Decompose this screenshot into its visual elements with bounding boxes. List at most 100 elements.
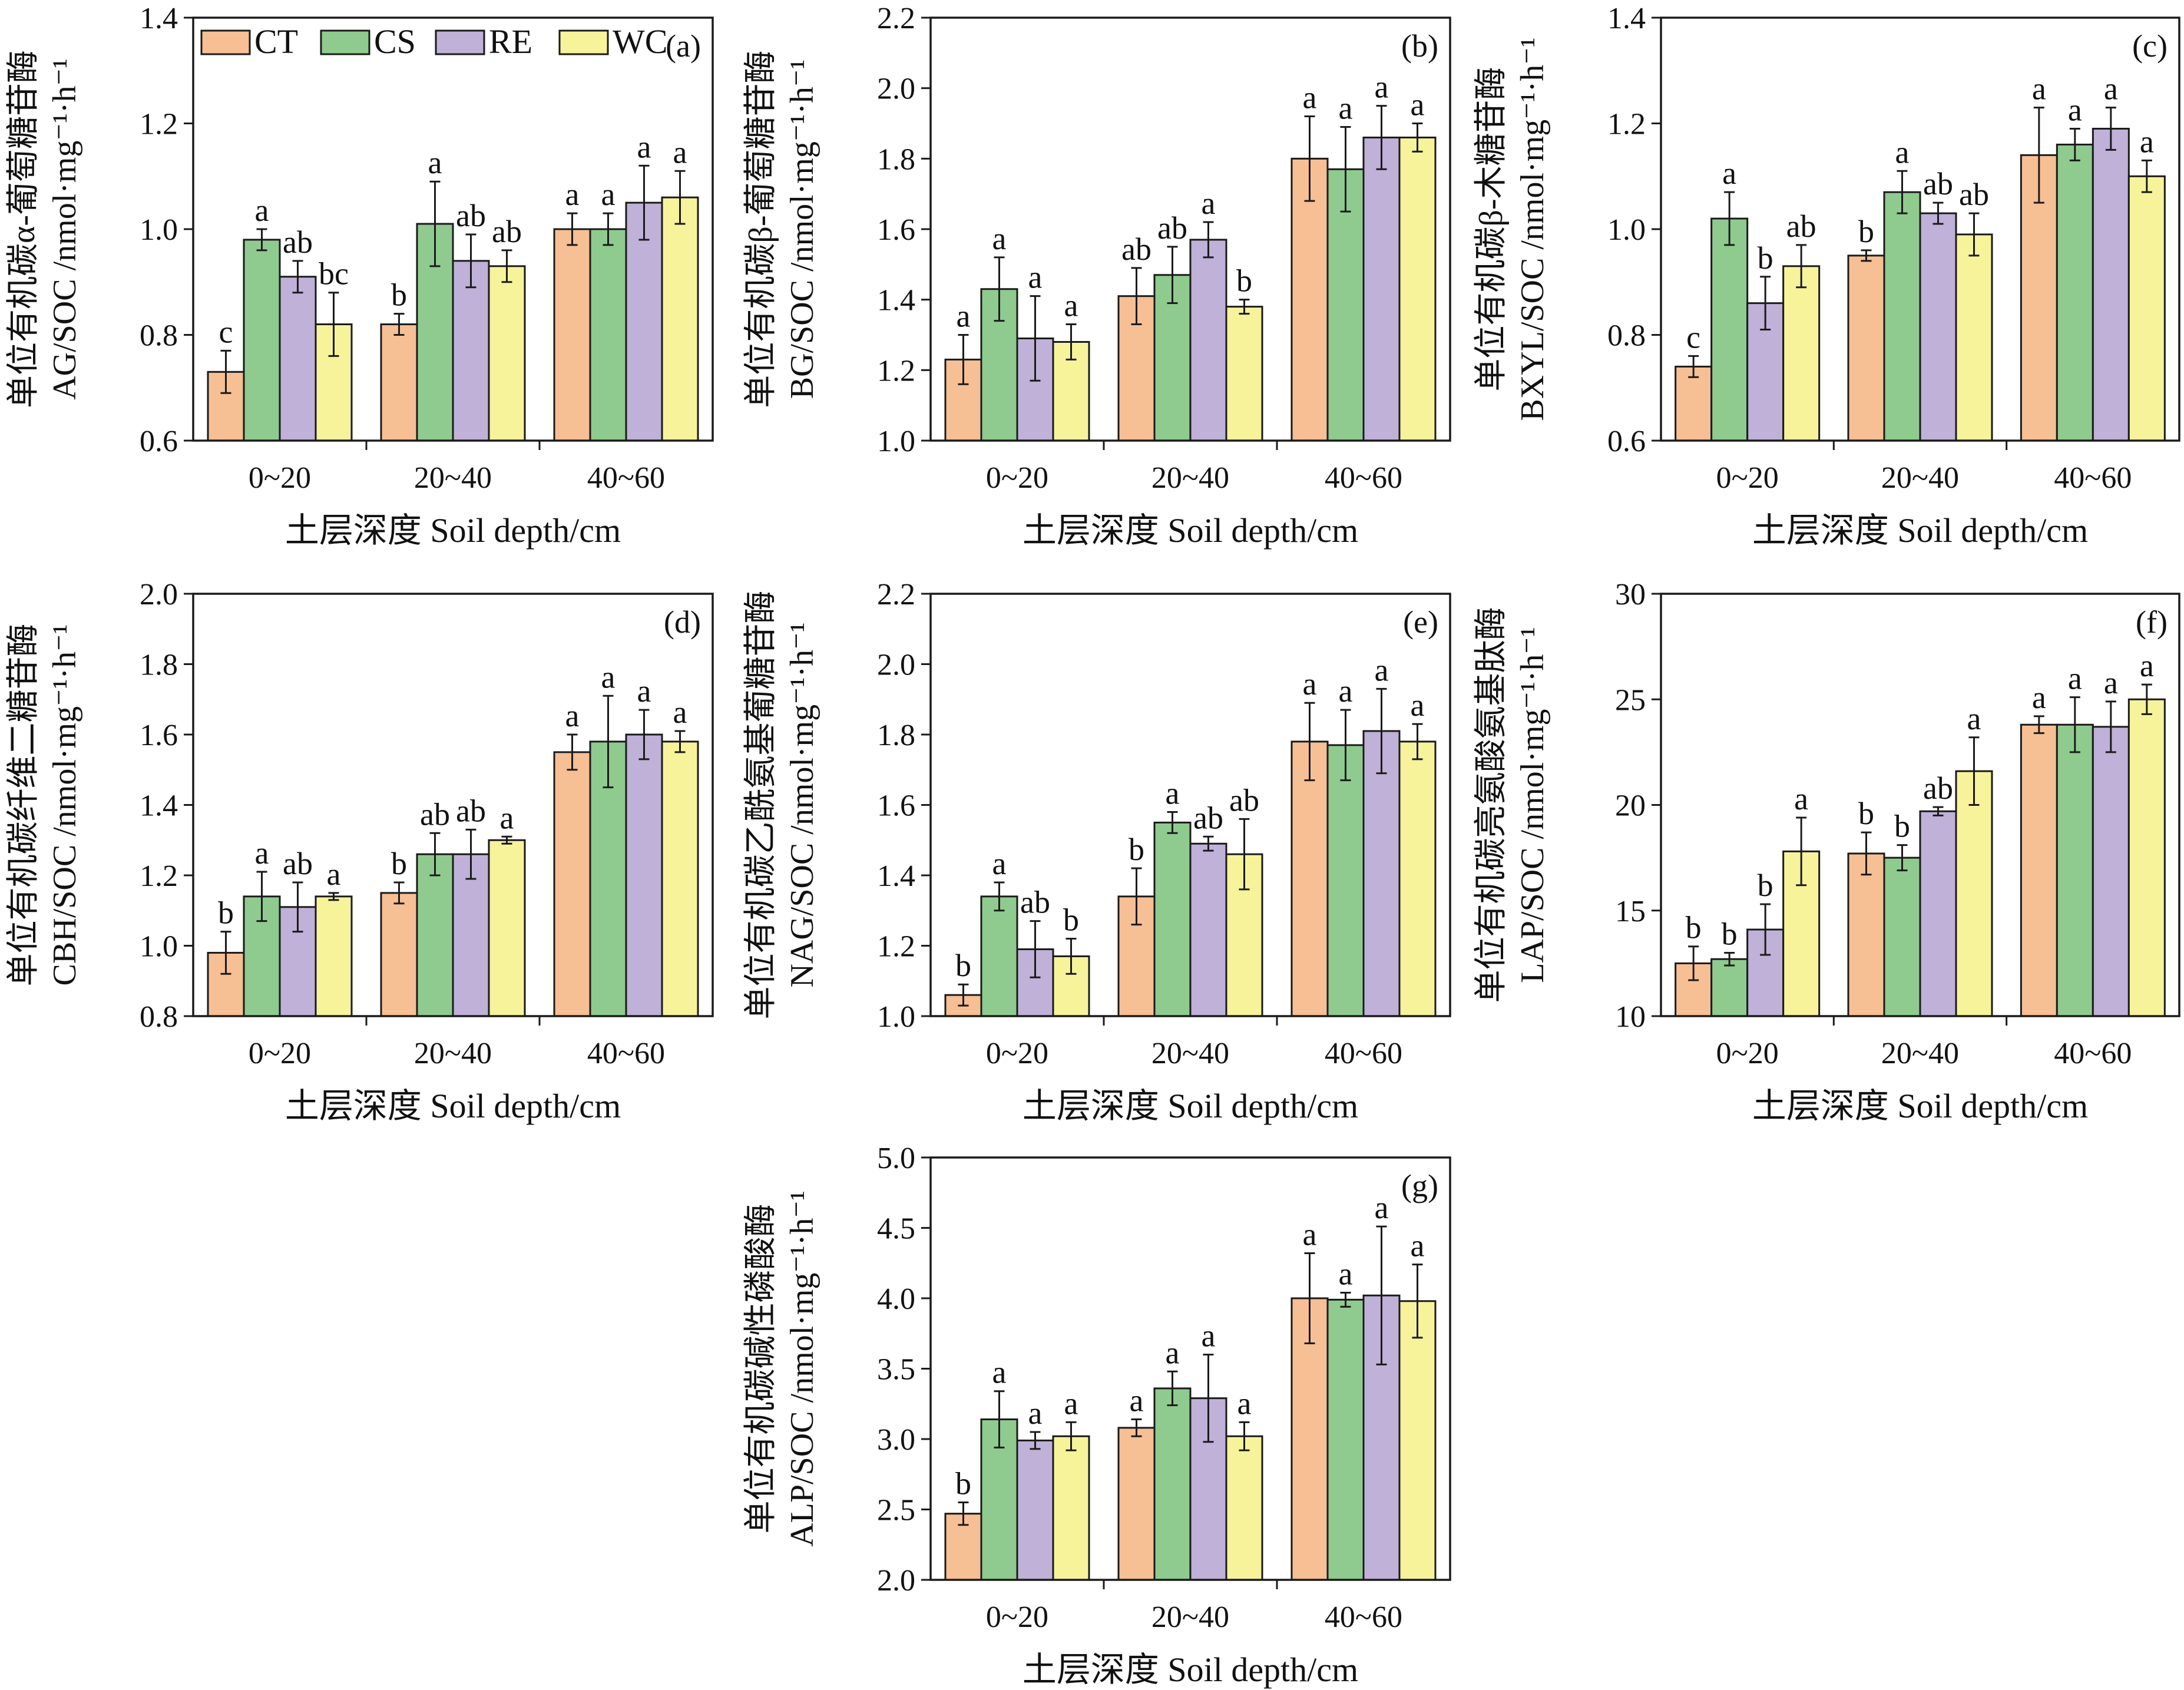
significance-label: a	[327, 856, 341, 892]
bar-CS-20~40	[1883, 191, 1921, 442]
y-tick-label: 4.5	[877, 1212, 915, 1246]
legend-label-WC: WC	[613, 22, 667, 61]
x-tick-label: 40~60	[2054, 461, 2132, 495]
bar-RE-20~40	[1919, 810, 1957, 1017]
y-tick-label: 0.8	[140, 319, 178, 353]
x-tick-label: 40~60	[1325, 1037, 1402, 1070]
panel-label: (g)	[1401, 1168, 1438, 1203]
significance-label: ab	[1923, 166, 1953, 201]
y-tick-label: 1.4	[140, 789, 178, 823]
y-tick-label: 2.2	[877, 578, 915, 611]
significance-label: a	[2104, 665, 2118, 700]
y-tick-label: 3.0	[877, 1423, 915, 1457]
significance-label: a	[1064, 1385, 1078, 1421]
bar-WC-40~60	[661, 740, 699, 1017]
bar-CS-20~40	[1153, 821, 1192, 1017]
x-tick-label: 0~20	[986, 461, 1048, 495]
y-axis-title-cn: 单位有机碳纤维二糖苷酶	[5, 624, 42, 987]
plot-frame	[192, 16, 714, 442]
bar-WC-40~60	[2127, 698, 2166, 1017]
significance-label: a	[1202, 1318, 1216, 1354]
significance-label: a	[601, 659, 616, 694]
significance-label: ab	[1229, 782, 1259, 818]
significance-label: b	[1858, 796, 1874, 831]
y-axis-title-en: BXYL/SOC /nmol·mg⁻¹·h⁻¹	[1514, 37, 1551, 421]
bar-WC-20~40	[488, 265, 526, 442]
y-tick-label: 4.0	[877, 1282, 915, 1316]
bar-RE-40~60	[2092, 726, 2130, 1017]
y-axis-title-en: NAG/SOC /nmol·mg⁻¹·h⁻¹	[784, 622, 820, 987]
plot-frame	[192, 593, 714, 1017]
significance-label: ab	[1959, 177, 1989, 212]
significance-label: a	[637, 129, 651, 164]
legend-swatch-CS	[320, 29, 370, 55]
x-tick-label: 40~60	[2054, 1037, 2132, 1070]
bar-RE-20~40	[452, 260, 490, 442]
significance-label: ab	[1923, 770, 1953, 806]
y-tick-label: 5.0	[877, 1142, 915, 1175]
bar-CS-40~60	[2056, 723, 2094, 1017]
significance-label: a	[1237, 1385, 1252, 1421]
x-axis-title: 土层深度 Soil depth/cm	[1752, 1087, 2088, 1125]
significance-label: a	[1166, 775, 1180, 811]
y-tick-label: 1.8	[877, 719, 915, 752]
significance-label: ab	[492, 214, 522, 249]
bar-CS-0~20	[1710, 958, 1749, 1017]
y-tick-label: 1.2	[877, 930, 915, 964]
significance-label: ab	[1121, 231, 1151, 267]
significance-label: a	[1064, 288, 1078, 323]
y-axis-title-cn: 单位有机碳β-葡萄糖苷酶	[743, 50, 779, 408]
significance-label: ab	[1786, 209, 1816, 244]
bar-RE-40~60	[625, 733, 663, 1017]
significance-label: a	[1339, 673, 1353, 709]
significance-label: a	[957, 299, 971, 334]
y-axis-title-en: BG/SOC /nmol·mg⁻¹·h⁻¹	[784, 59, 820, 399]
bar-CS-40~60	[1326, 744, 1365, 1017]
y-tick-label: 2.2	[877, 2, 915, 35]
significance-label: ab	[283, 224, 313, 260]
significance-label: a	[992, 846, 1007, 881]
y-tick-label: 1.0	[877, 1000, 915, 1034]
y-tick-label: 2.0	[877, 72, 915, 106]
significance-label: b	[1236, 263, 1252, 299]
significance-label: a	[1411, 87, 1425, 123]
significance-label: a	[428, 145, 442, 180]
bar-CS-40~60	[1326, 1298, 1365, 1581]
y-tick-label: 10	[1615, 1000, 1646, 1034]
y-axis-title-en: ALP/SOC /nmol·mg⁻¹·h⁻¹	[784, 1190, 820, 1547]
panel-label: (c)	[2132, 28, 2168, 64]
x-axis-title: 土层深度 Soil depth/cm	[285, 511, 621, 550]
y-axis-title-en: AG/SOC /nmol·mg⁻¹·h⁻¹	[47, 58, 83, 400]
y-axis-title-en: LAP/SOC /nmol·mg⁻¹·h⁻¹	[1514, 627, 1551, 983]
x-tick-label: 0~20	[249, 461, 311, 495]
significance-label: c	[1686, 319, 1700, 355]
significance-label: a	[1375, 70, 1389, 105]
panel-label: (d)	[664, 604, 701, 640]
significance-label: a	[500, 800, 514, 835]
bar-CS-20~40	[1153, 1387, 1192, 1581]
y-tick-label: 1.0	[877, 425, 915, 458]
bar-WC-20~40	[1225, 1435, 1263, 1581]
x-tick-label: 0~20	[986, 1600, 1048, 1634]
y-tick-label: 25	[1615, 683, 1646, 717]
significance-label: b	[1129, 832, 1144, 867]
significance-label: a	[1722, 156, 1736, 191]
y-tick-label: 20	[1615, 789, 1646, 823]
significance-label: b	[1858, 214, 1874, 249]
y-tick-label: 0.8	[140, 1000, 178, 1034]
bar-WC-20~40	[1955, 233, 1993, 442]
y-tick-label: 1.2	[1607, 108, 1646, 141]
significance-label: a	[601, 177, 616, 212]
bar-WC-0~20	[315, 895, 353, 1017]
bar-RE-20~40	[1189, 239, 1227, 442]
y-tick-label: 1.0	[140, 213, 178, 247]
significance-label: a	[1794, 781, 1808, 816]
significance-label: ab	[456, 793, 486, 828]
plot-frame	[929, 593, 1451, 1017]
bar-CS-40~60	[1326, 168, 1365, 442]
